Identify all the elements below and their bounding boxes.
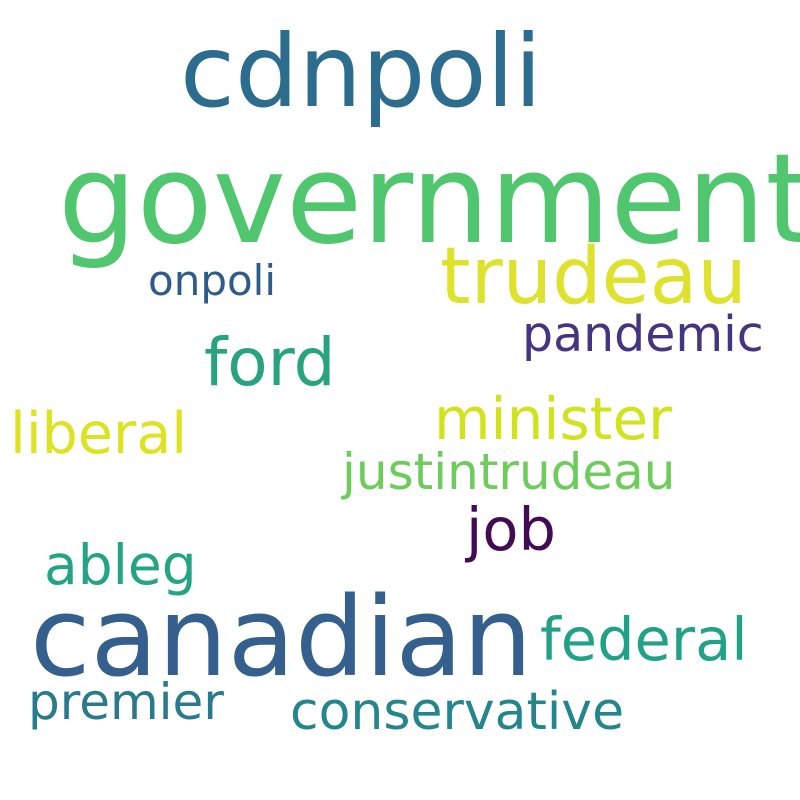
word-ford: ford <box>204 324 336 401</box>
word-job: job <box>466 495 556 564</box>
word-conservative: conservative <box>290 682 625 742</box>
word-federal: federal <box>540 605 748 674</box>
word-onpoli: onpoli <box>148 256 277 305</box>
word-minister: minister <box>434 385 672 453</box>
word-liberal: liberal <box>10 401 188 467</box>
word-government: government <box>58 128 800 272</box>
word-ableg: ableg <box>44 533 197 597</box>
word-justintrudeau: justintrudeau <box>342 443 676 501</box>
word-pandemic: pandemic <box>522 306 764 363</box>
word-canadian: canadian <box>30 573 533 701</box>
word-premier: premier <box>28 673 224 731</box>
word-cdnpoli: cdnpoli <box>180 13 543 130</box>
word-trudeau: trudeau <box>440 232 747 322</box>
